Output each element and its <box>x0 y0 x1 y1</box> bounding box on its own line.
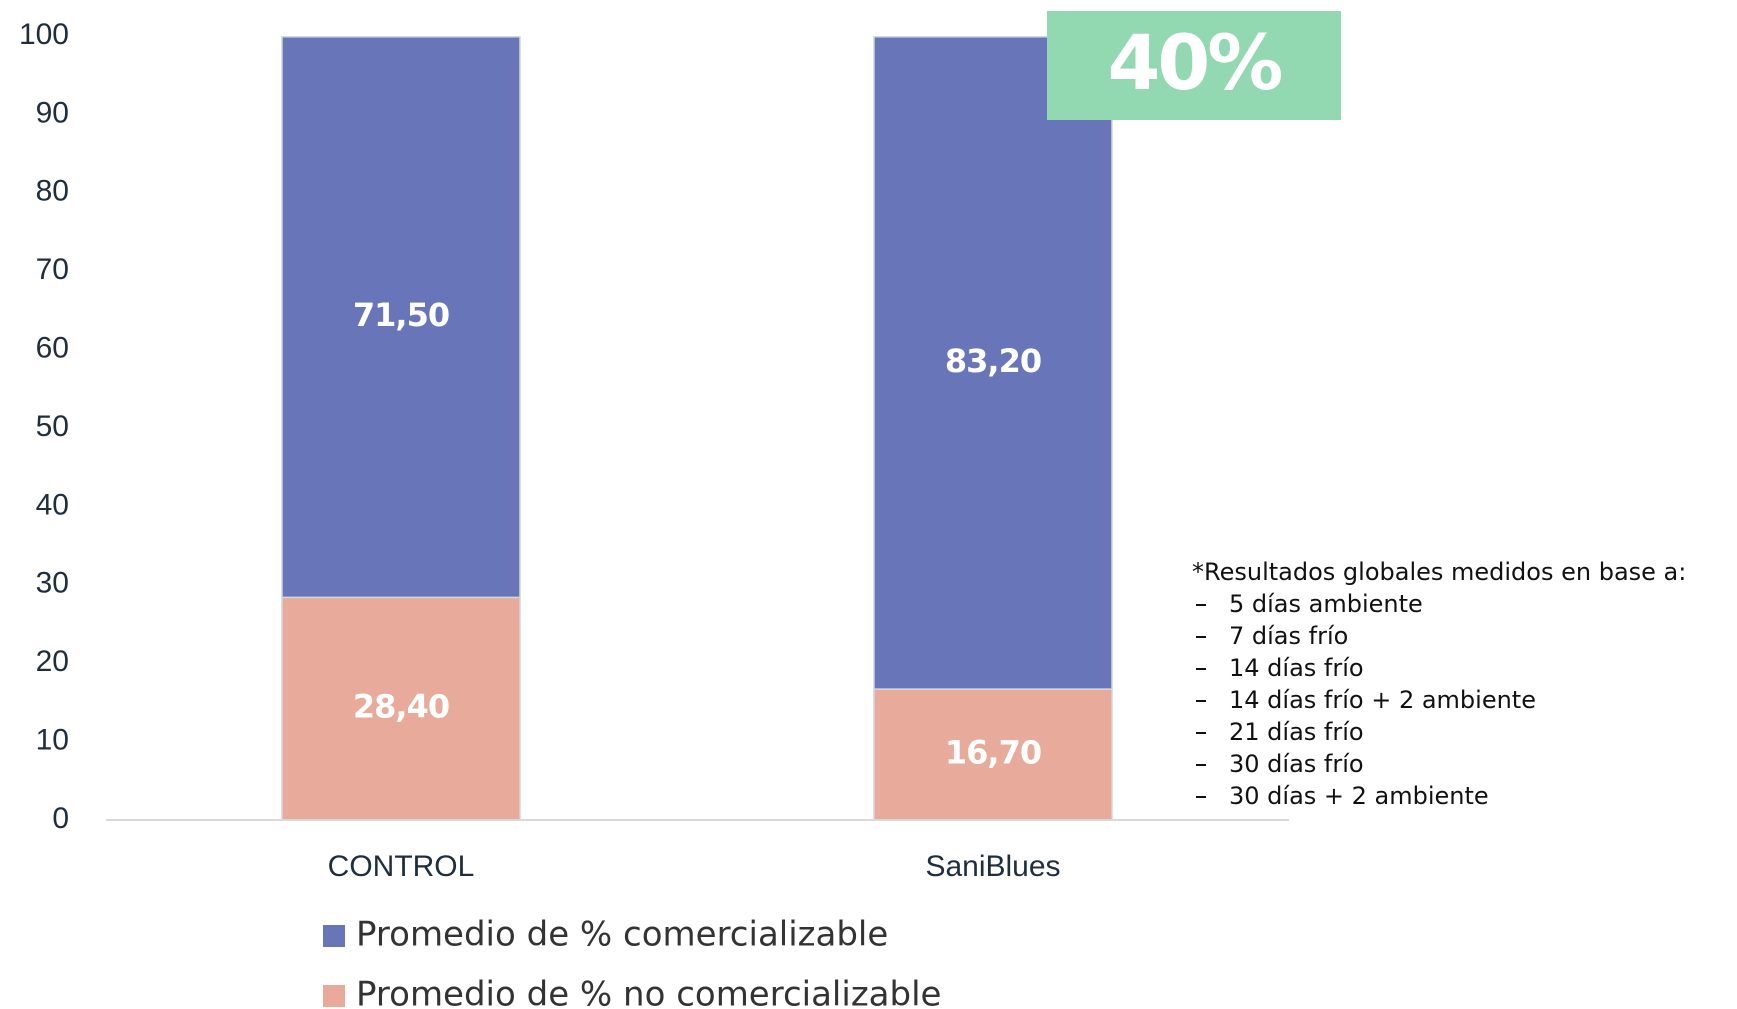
y-tick-label: 0 <box>52 802 69 835</box>
y-tick-label: 10 <box>36 724 69 757</box>
y-tick-label: 100 <box>19 18 69 51</box>
value-label: 71,50 <box>353 296 449 334</box>
bar-segment <box>873 36 1113 690</box>
bar-segment <box>281 596 521 821</box>
legend-swatch <box>323 985 345 1007</box>
y-tick-label: 80 <box>36 175 69 208</box>
annotation-box <box>1047 11 1341 120</box>
value-label: 16,70 <box>945 734 1041 772</box>
note-item: 7 días frío <box>1229 622 1348 650</box>
value-label: 28,40 <box>353 688 449 726</box>
x-tick-label: CONTROL <box>328 850 475 883</box>
note-item: 30 días frío <box>1229 750 1364 778</box>
note-title: *Resultados globales medidos en base a: <box>1192 558 1686 586</box>
y-tick-label: 30 <box>36 567 69 600</box>
y-tick-label: 20 <box>36 645 69 678</box>
y-tick-label: 90 <box>36 96 69 129</box>
note-item: 14 días frío + 2 ambiente <box>1229 686 1536 714</box>
bar-segment <box>281 36 521 599</box>
y-tick-label: 50 <box>36 410 69 443</box>
legend-swatch <box>323 925 345 947</box>
x-tick-label: SaniBlues <box>925 850 1060 883</box>
note-item: 21 días frío <box>1229 718 1364 746</box>
legend-label: Promedio de % comercializable <box>356 915 888 955</box>
y-tick-label: 60 <box>36 332 69 365</box>
note-item: 5 días ambiente <box>1229 590 1423 618</box>
note-item: 14 días frío <box>1229 654 1364 682</box>
annotation: 40% <box>1108 18 1282 107</box>
y-tick-label: 70 <box>36 253 69 286</box>
legend-label: Promedio de % no comercializable <box>356 975 941 1009</box>
note-item: 30 días + 2 ambiente <box>1229 782 1489 810</box>
y-tick-label: 40 <box>36 488 69 521</box>
value-label: 83,20 <box>945 342 1041 380</box>
